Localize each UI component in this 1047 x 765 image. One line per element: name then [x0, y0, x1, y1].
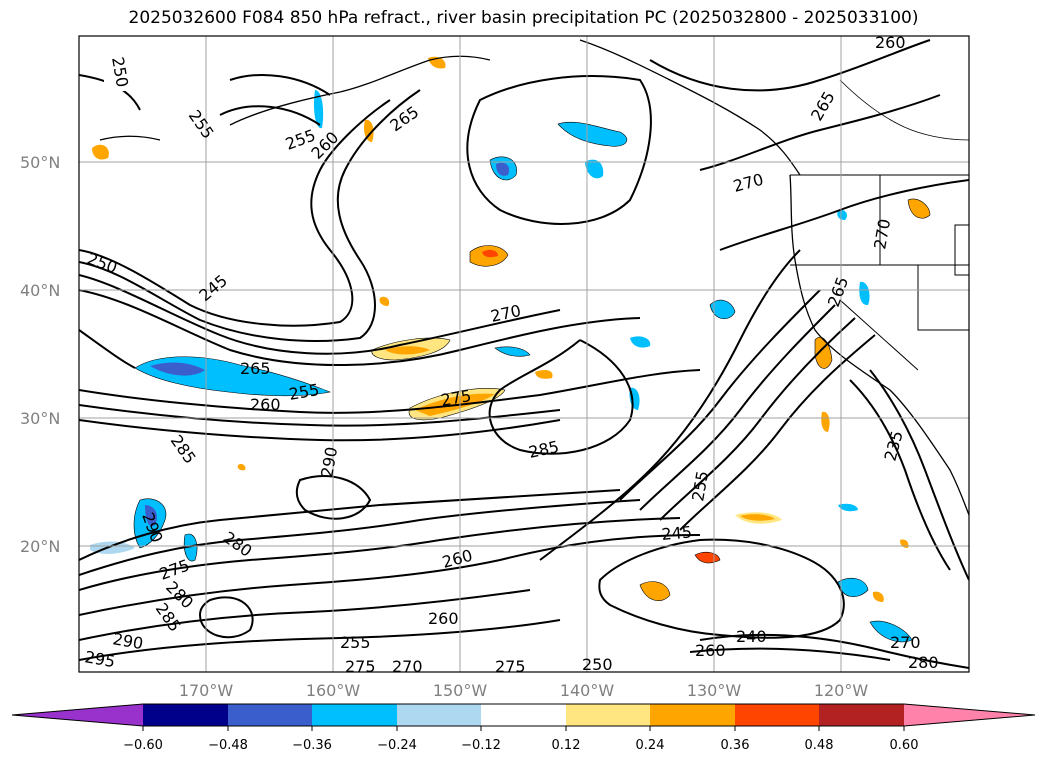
latitude-labels: 50°N 40°N 30°N 20°N	[20, 153, 60, 556]
colorbar-tick-label: −0.24	[377, 738, 417, 753]
refractivity-contours	[79, 39, 969, 669]
colorbar-tick-label: 0.36	[721, 738, 750, 753]
colorbar-tick-label: −0.48	[208, 738, 248, 753]
contour-label: 260	[875, 33, 906, 52]
colorbar-tick-label: −0.12	[461, 738, 501, 753]
state-borders	[790, 79, 969, 371]
lon-label-160w: 160°W	[306, 681, 361, 700]
contour-label: 270	[392, 657, 423, 676]
colorbar-segment	[143, 704, 228, 726]
contour-label: 270	[890, 633, 921, 652]
colorbar-segment	[228, 704, 312, 726]
lon-label-150w: 150°W	[433, 681, 488, 700]
lon-label-170w: 170°W	[179, 681, 234, 700]
contour-label: 240	[736, 627, 767, 646]
colorbar-tick-label: 0.12	[552, 738, 581, 753]
lat-label-20n: 20°N	[20, 537, 60, 556]
colorbar-segment	[735, 704, 819, 726]
colorbar-tick-label: −0.36	[292, 738, 332, 753]
colorbar-extend-min	[12, 704, 143, 726]
colorbar-segment	[650, 704, 735, 726]
map-frame	[78, 35, 970, 673]
contour-label: 255	[340, 633, 371, 652]
graticule	[79, 36, 969, 672]
lon-label-130w: 130°W	[687, 681, 742, 700]
contour-label: 250	[582, 655, 613, 674]
colorbar-tick-label: 0.24	[636, 738, 665, 753]
lat-label-40n: 40°N	[20, 281, 60, 300]
lon-label-120w: 120°W	[814, 681, 869, 700]
contour-label: 260	[250, 395, 281, 414]
colorbar: −0.60 −0.48 −0.36 −0.24 −0.12 0.12 0.24 …	[11, 703, 1036, 753]
colorbar-segment	[397, 704, 481, 726]
contour-label: 275	[345, 657, 376, 676]
colorbar-segment	[819, 704, 904, 726]
coastlines	[99, 39, 969, 516]
colorbar-segment	[481, 704, 566, 726]
colorbar-segment	[566, 704, 650, 726]
colorbar-extend-max	[904, 704, 1035, 726]
lat-label-50n: 50°N	[20, 153, 60, 172]
colorbar-segment	[312, 704, 397, 726]
lat-label-30n: 30°N	[20, 409, 60, 428]
map-title: 2025032600 F084 850 hPa refract., river …	[128, 8, 919, 28]
colorbar-tick-label: 0.48	[805, 738, 834, 753]
contour-label: 260	[695, 641, 726, 660]
contour-label: 280	[908, 653, 939, 672]
longitude-labels: 170°W 160°W 150°W 140°W 130°W 120°W	[179, 681, 869, 700]
lon-label-140w: 140°W	[560, 681, 615, 700]
contour-label: 245	[661, 522, 693, 544]
colorbar-tick-label: −0.60	[123, 738, 163, 753]
contour-label: 260	[428, 609, 459, 628]
colorbar-tick-label: 0.60	[890, 738, 919, 753]
contour-label: 275	[495, 657, 526, 676]
contour-label: 265	[240, 359, 271, 378]
